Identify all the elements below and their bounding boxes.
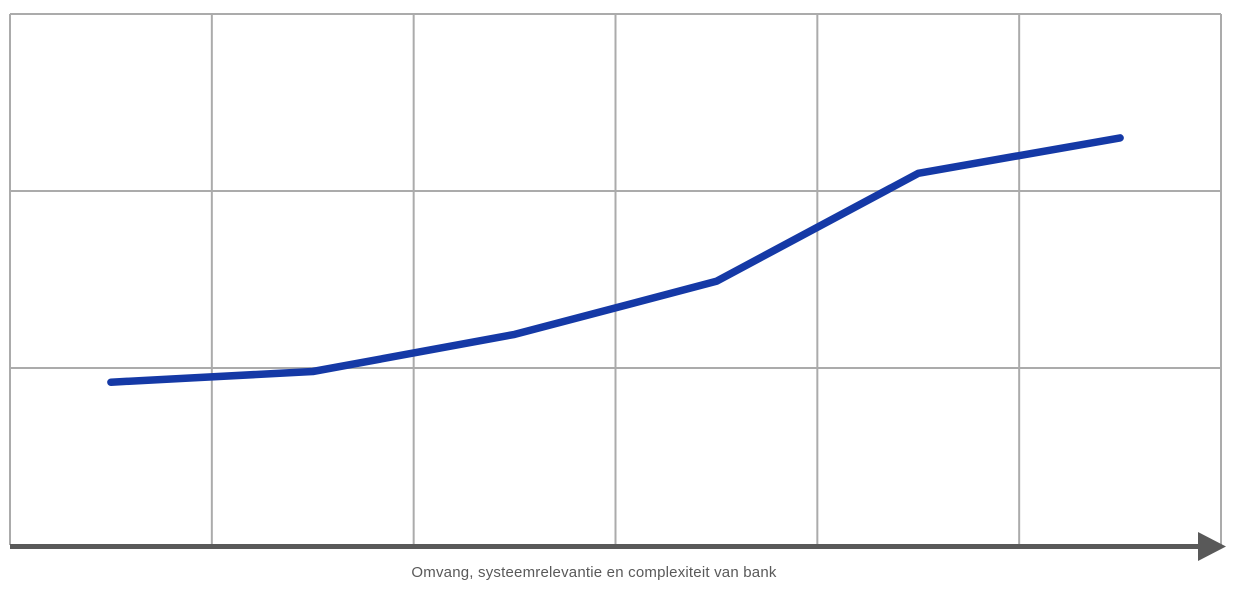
x-axis-label: Omvang, systeemrelevantie en complexitei… <box>411 564 777 581</box>
series-group <box>107 134 1124 386</box>
x-axis-group <box>10 532 1226 561</box>
series-line-bank-complexity-curve <box>107 134 1124 386</box>
gridlines-group <box>9 13 1222 546</box>
x-axis-arrowhead-icon <box>1198 532 1226 561</box>
